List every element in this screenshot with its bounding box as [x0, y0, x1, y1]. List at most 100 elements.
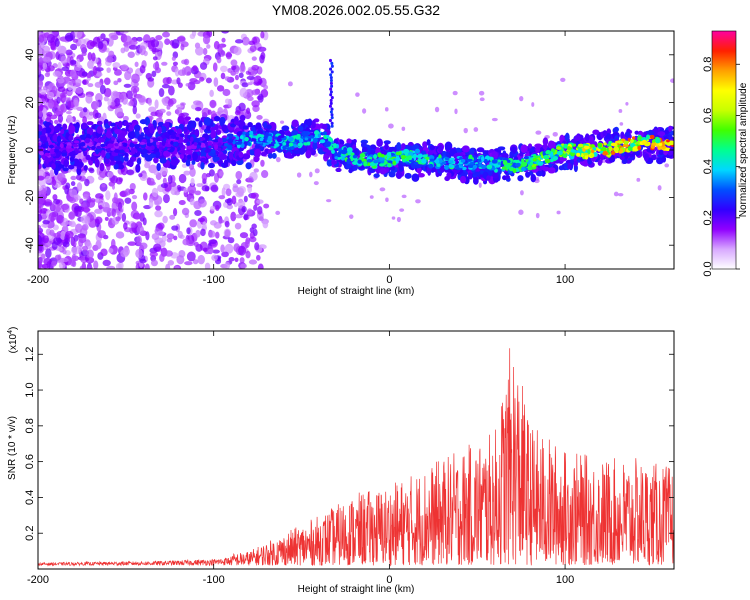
spectrogram-cell [93, 198, 103, 203]
spectrogram-cell [75, 87, 83, 94]
spectrogram-cell [68, 124, 76, 134]
spectrogram-cell [94, 81, 103, 88]
spectrogram-cell [441, 150, 447, 156]
spectrogram-cell [529, 147, 535, 154]
spectrogram-cell [136, 225, 144, 234]
spectrogram-cell [452, 90, 458, 96]
spectrogram-cell [72, 38, 79, 43]
spectrogram-cell [217, 137, 223, 143]
spectrogram-cell [146, 146, 152, 151]
x-tick-label: 100 [556, 574, 574, 586]
spectrogram-cell [309, 135, 314, 139]
y-tick-label: 1.2 [24, 347, 36, 362]
spectrogram-cell [92, 65, 98, 76]
spectrogram-cell [666, 139, 670, 143]
spectrogram-cell [259, 137, 264, 142]
spectrogram-cell [51, 260, 57, 267]
spectrogram-cell [208, 239, 218, 245]
spectrogram-cell [329, 110, 333, 114]
spectrogram-cell [298, 138, 304, 143]
spectrogram-cell [346, 158, 351, 165]
spectrogram-cell [547, 167, 556, 174]
spectrogram-cell [61, 97, 71, 102]
spectrogram-cell [194, 210, 202, 217]
spectrogram-cell [96, 120, 103, 126]
spectrogram-cell [587, 149, 591, 154]
spectrogram-cell [519, 96, 524, 102]
spectrogram-cell [357, 159, 362, 164]
spectrogram-cell [209, 99, 217, 109]
x-tick-label: 100 [556, 274, 574, 286]
spectrogram-cell [202, 47, 208, 56]
spectrogram-cell [401, 126, 406, 131]
spectrogram-cell [512, 168, 517, 174]
spectrogram-cell [115, 263, 122, 269]
spectrogram-cell [282, 141, 287, 146]
spectrogram-cell [451, 165, 455, 168]
spectrogram-cell [544, 158, 551, 164]
spectrogram-cell [56, 214, 64, 224]
spectrogram-cell [127, 241, 137, 246]
spectrogram-cell [172, 61, 178, 66]
spectrogram-cell [39, 151, 44, 156]
spectrogram-cell [112, 91, 120, 97]
spectrogram-cell [502, 159, 508, 166]
spectrogram-cell [88, 168, 95, 174]
spectrogram-cell [154, 67, 161, 74]
spectrogram-cell [38, 230, 42, 235]
spectrogram-cell [656, 157, 664, 165]
spectrogram-cell [222, 88, 231, 97]
spectrogram-cell [520, 144, 528, 153]
spectrogram-cell [254, 242, 260, 251]
spectrogram-cell [194, 46, 204, 56]
spectrogram-cell [256, 206, 263, 215]
spectrogram-cell [170, 158, 179, 166]
spectrogram-cell [330, 70, 334, 74]
spectrogram-cell [492, 171, 499, 179]
spectrogram-cell [176, 77, 181, 85]
spectrogram-cell [255, 122, 262, 130]
spectrogram-cell [556, 210, 561, 215]
spectrogram-cell [110, 122, 116, 127]
spectrogram-cell [518, 209, 524, 215]
spectrogram-cell [661, 155, 667, 163]
spectrogram-cell [234, 74, 239, 81]
spectrogram-cell [84, 215, 91, 225]
spectrogram-cell [332, 142, 337, 149]
spectrogram-cell [96, 145, 101, 150]
spectrogram-cell [198, 142, 202, 146]
spectrogram-cell [79, 198, 84, 205]
spectrogram-cell [132, 105, 138, 115]
spectrogram-cell [106, 265, 116, 269]
spectrogram-cell [108, 32, 118, 38]
spectrogram-cell [99, 162, 105, 172]
spectrogram-cell [108, 247, 114, 254]
spectrogram-cell [257, 46, 267, 52]
spectrogram-cell [263, 84, 269, 90]
spectrogram-cell [83, 193, 89, 200]
spectrogram-cell [169, 214, 176, 220]
spectrogram-cell [85, 154, 91, 161]
spectrogram-cell [209, 126, 217, 132]
spectrogram-cell [119, 31, 129, 34]
spectrogram-cell [207, 230, 216, 238]
spectrogram-cell [619, 155, 625, 161]
spectrogram-cell [242, 153, 251, 160]
spectrogram-cell [82, 107, 88, 113]
spectrogram-cell [396, 142, 402, 151]
spectrogram-cell [230, 59, 238, 67]
spectrogram-cell [114, 143, 119, 147]
spectrogram-cell [224, 243, 234, 254]
spectrogram-cell [463, 127, 468, 134]
spectrogram-cell [157, 126, 162, 135]
spectrogram-cell [296, 172, 302, 178]
spectrogram-cell [221, 31, 230, 34]
spectrogram-cell [51, 162, 56, 170]
spectrogram-cell [239, 135, 244, 140]
spectrogram-cell [177, 115, 185, 124]
spectrogram-cell [307, 118, 313, 126]
spectrogram-cell [469, 161, 476, 165]
spectrogram-cell [563, 162, 568, 167]
spectrogram-cell [479, 97, 485, 102]
spectrogram-cell [128, 44, 138, 50]
